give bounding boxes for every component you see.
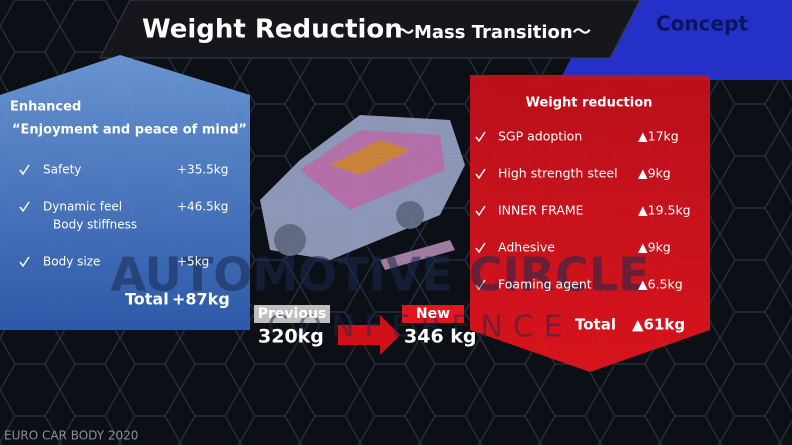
item-value: +46.5kg (177, 200, 228, 214)
item-sublabel: Body stiffness (53, 218, 137, 232)
item-value: ▲17kg (638, 129, 679, 144)
item-label: INNER FRAME (498, 203, 584, 218)
checkmarks (19, 131, 486, 291)
reduction-panel (470, 75, 710, 372)
checkmark (475, 242, 486, 254)
title-banner (99, 0, 641, 59)
reduction-heading: Weight reduction (526, 96, 653, 111)
title: Weight Reduction (142, 15, 403, 45)
subtitle: ～Mass Transition～ (396, 22, 591, 43)
car-illustration (260, 115, 465, 270)
checkmark (19, 164, 30, 176)
checkmark (475, 205, 486, 217)
item-label: Adhesive (498, 240, 555, 255)
previous-label: Previous (258, 306, 327, 322)
total-label: Total (125, 290, 169, 309)
concept-tag: Concept (656, 12, 748, 36)
arrow (338, 315, 400, 355)
footer: EURO CAR BODY 2020 (4, 429, 138, 443)
checkmark (19, 201, 30, 213)
item-label: Body size (43, 255, 100, 269)
item-value: ▲9kg (638, 166, 671, 181)
item-value: ▲9kg (638, 240, 671, 255)
item-label: Foaming agent (498, 277, 592, 292)
total-value: +87kg (172, 290, 230, 309)
checkmark (475, 131, 486, 143)
enhanced-panel (0, 55, 250, 330)
item-label: High strength steel (498, 166, 618, 181)
watermark: CONFERENCE (267, 310, 572, 345)
new-box (402, 305, 464, 323)
item-label: Dynamic feel (43, 200, 122, 214)
total-value: ▲61kg (632, 316, 685, 334)
new-value: 346 kg (404, 326, 477, 348)
item-label: Safety (43, 163, 81, 177)
watermark: AUTOMOTIVE CIRCLE (110, 248, 649, 302)
new-label: New (416, 306, 450, 322)
total-label: Total (575, 316, 616, 334)
item-value: ▲6.5kg (638, 277, 683, 292)
enhanced-heading: Enhanced (10, 100, 81, 115)
item-value: ▲19.5kg (638, 203, 691, 218)
item-label: SGP adoption (498, 129, 582, 144)
enhanced-subheading: “Enjoyment and peace of mind” (12, 123, 247, 138)
previous-value: 320kg (258, 326, 324, 348)
previous-box (254, 305, 330, 323)
checkmark (475, 279, 486, 291)
item-value: +35.5kg (177, 163, 228, 177)
checkmark (19, 256, 30, 268)
checkmark (475, 168, 486, 180)
item-value: +5kg (177, 255, 209, 269)
